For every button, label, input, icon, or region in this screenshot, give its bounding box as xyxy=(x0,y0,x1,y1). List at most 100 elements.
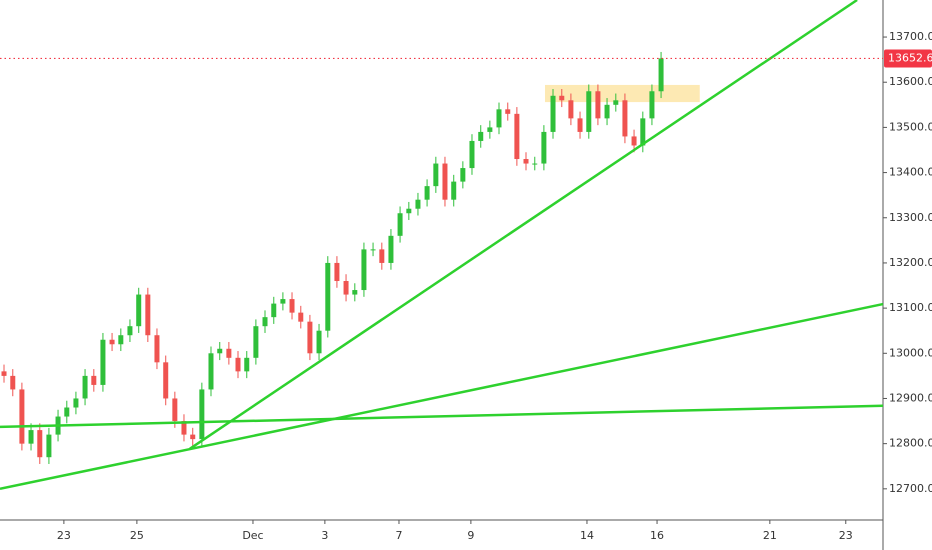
candle-body xyxy=(433,163,439,187)
candle-body xyxy=(82,375,88,399)
candle-body xyxy=(343,281,349,295)
candle-body xyxy=(658,58,664,92)
candle-body xyxy=(577,118,583,132)
candle-body xyxy=(568,100,574,119)
x-tick-label: 9 xyxy=(467,529,474,542)
candle-body xyxy=(73,398,79,408)
y-tick-label: 12900.00 xyxy=(889,391,932,404)
candle-body xyxy=(469,140,475,169)
candle-body xyxy=(622,100,628,137)
trendline xyxy=(0,302,884,491)
candle-body xyxy=(91,375,97,385)
candle-body xyxy=(136,294,142,327)
candle-body xyxy=(478,131,484,141)
candle-body xyxy=(100,339,106,385)
candle-body xyxy=(19,389,25,444)
candle-body xyxy=(244,357,250,372)
candle-body xyxy=(442,163,448,200)
candle-body xyxy=(253,326,259,358)
candle-body xyxy=(271,303,277,318)
candle-body xyxy=(208,353,214,390)
y-tick-label: 12700.00 xyxy=(889,482,932,495)
candle-body xyxy=(298,312,304,322)
candle-body xyxy=(37,430,43,458)
candle-body xyxy=(424,186,430,200)
candle-body xyxy=(415,199,421,209)
candle-body xyxy=(145,294,151,336)
y-tick-label: 13000.00 xyxy=(889,346,932,359)
candle-body xyxy=(613,100,619,105)
candle-body xyxy=(325,262,331,331)
candle-body xyxy=(406,208,412,214)
candle-body xyxy=(487,127,493,132)
candle-body xyxy=(199,389,205,440)
trendline xyxy=(189,0,858,450)
candle-body xyxy=(586,91,592,132)
candle-body xyxy=(280,299,286,304)
candle-body xyxy=(505,109,511,114)
candle-body xyxy=(316,330,322,354)
x-tick-label: 23 xyxy=(57,529,71,542)
x-tick-label: 16 xyxy=(650,529,664,542)
candle-body xyxy=(172,398,178,422)
trendline xyxy=(0,404,884,429)
candle-body xyxy=(361,249,367,291)
y-tick-label: 13300.00 xyxy=(889,211,932,224)
y-tick-label: 13700.00 xyxy=(889,30,932,43)
candle-body xyxy=(217,348,223,354)
candle-body xyxy=(451,181,457,200)
y-tick-label: 13400.00 xyxy=(889,166,932,179)
x-tick-label: 21 xyxy=(763,529,777,542)
candle-body xyxy=(262,317,268,327)
candle-body xyxy=(541,131,547,164)
last-price-box xyxy=(884,49,932,68)
y-tick-label: 13600.00 xyxy=(889,75,932,88)
candle-body xyxy=(532,163,538,165)
x-tick-label: Dec xyxy=(242,529,263,542)
last-price-label: 13652.65 xyxy=(888,51,932,64)
candle-body xyxy=(289,299,295,313)
candle-body xyxy=(388,235,394,263)
candle-body xyxy=(181,421,187,435)
y-tick-label: 13200.00 xyxy=(889,256,932,269)
candle-body xyxy=(649,91,655,119)
candle-body xyxy=(307,321,313,354)
y-tick-label: 12800.00 xyxy=(889,437,932,450)
candle-body xyxy=(523,159,529,164)
candle-body xyxy=(379,249,385,263)
candle-body xyxy=(604,104,610,119)
y-tick-label: 13500.00 xyxy=(889,120,932,133)
zone xyxy=(544,84,700,103)
candle-body xyxy=(595,91,601,119)
candle-body xyxy=(514,113,520,160)
candle-body xyxy=(370,249,376,251)
candle-body xyxy=(352,290,358,295)
candle-body xyxy=(496,109,502,128)
candle-body xyxy=(559,95,565,101)
candle-body xyxy=(640,118,646,146)
candle-body xyxy=(109,339,115,345)
candle-body xyxy=(190,434,196,440)
candle-body xyxy=(631,136,637,146)
candle-body xyxy=(235,357,241,372)
candle-body xyxy=(397,213,403,236)
x-tick-label: 14 xyxy=(580,529,594,542)
candle-body xyxy=(127,326,133,336)
candle-body xyxy=(226,348,232,358)
x-tick-label: 7 xyxy=(395,529,402,542)
x-tick-label: 25 xyxy=(130,529,144,542)
candle-body xyxy=(118,335,124,345)
candle-body xyxy=(460,168,466,182)
candle-body xyxy=(154,335,160,363)
candle-body xyxy=(1,371,7,376)
candle-body xyxy=(46,434,52,458)
candle-body xyxy=(10,375,16,390)
candle-body xyxy=(334,262,340,282)
candle-body xyxy=(550,95,556,132)
y-tick-label: 13100.00 xyxy=(889,301,932,314)
candle-body xyxy=(28,430,34,444)
candle-body xyxy=(163,362,169,399)
candle-body xyxy=(64,407,70,417)
